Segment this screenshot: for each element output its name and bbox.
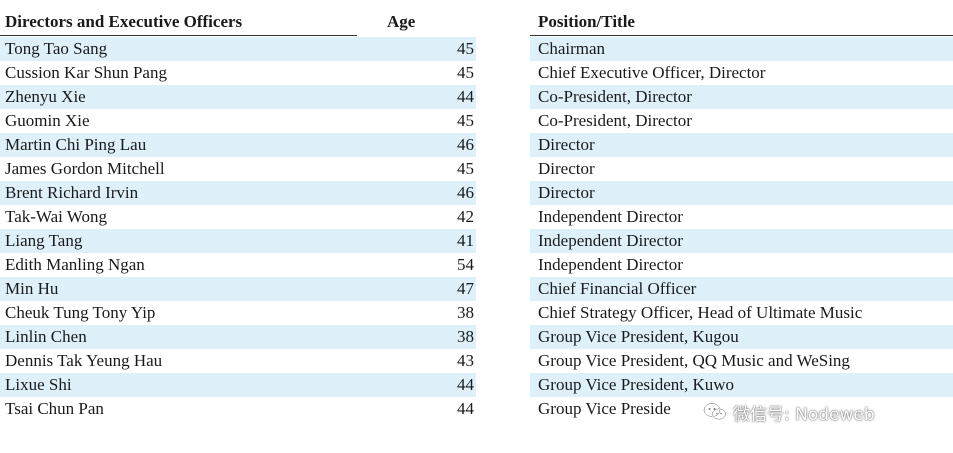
cell-age: 38 [457,327,474,346]
table-row: Dennis Tak Yeung Hau 43 Group Vice Preside… [0,349,953,373]
cell-position: Director [538,183,595,202]
cell-name: Edith Manling Ngan [5,255,145,274]
cell-position: Co-President, Director [538,87,692,106]
cell-position: Group Vice President, QQ Music and WeSin… [538,351,850,370]
cell-position: Director [538,135,595,154]
table-row: Lixue Shi 44 Group Vice President, Kuwo [0,373,953,397]
header-name: Directors and Executive Officers [5,12,243,31]
table-row: Cheuk Tung Tony Yip 38 Chief Strategy Offi… [0,301,953,325]
cell-age: 42 [457,207,474,226]
cell-age: 38 [457,303,474,322]
directors-table: Directors and Executive Officers Age Pos… [0,10,953,421]
cell-name: Min Hu [5,279,59,298]
row-shade-right [530,181,953,205]
cell-name: Lixue Shi [5,375,72,394]
cell-position: Independent Director [538,231,683,250]
cell-age: 43 [457,351,474,370]
cell-age: 46 [457,135,474,154]
header-position: Position/Title [538,12,635,31]
row-shade-left [0,37,476,61]
table-row: Brent Richard Irvin 46 Director [0,181,953,205]
row-shade-right [530,277,953,301]
header-rule-left [0,35,357,36]
cell-age: 44 [457,87,474,106]
cell-age: 45 [457,111,474,130]
cell-name: Cheuk Tung Tony Yip [5,303,156,322]
cell-age: 41 [457,231,474,250]
row-shade-right [530,229,953,253]
row-shade-right [530,133,953,157]
row-shade-left [0,181,476,205]
table-row: Edith Manling Ngan 54 Independent Director [0,253,953,277]
row-shade-right [530,373,953,397]
cell-name: Martin Chi Ping Lau [5,135,147,154]
cell-age: 45 [457,63,474,82]
cell-name: Linlin Chen [5,327,87,346]
table-header: Directors and Executive Officers Age Pos… [0,10,953,37]
cell-position: Chief Strategy Officer, Head of Ultimate… [538,303,863,322]
row-shade-right [530,85,953,109]
table-row: Tak-Wai Wong 42 Independent Director [0,205,953,229]
table-row: James Gordon Mitchell 45 Director [0,157,953,181]
cell-position: Group Vice President, Kugou [538,327,739,346]
cell-position: Co-President, Director [538,111,692,130]
cell-name: Tsai Chun Pan [5,399,104,418]
table-row: Tong Tao Sang 45 Chairman [0,37,953,61]
table-row: Zhenyu Xie 44 Co-President, Director [0,85,953,109]
cell-name: Guomin Xie [5,111,90,130]
cell-age: 46 [457,183,474,202]
cell-age: 45 [457,39,474,58]
table-row: Min Hu 47 Chief Financial Officer [0,277,953,301]
row-shade-left [0,229,476,253]
table-row: Guomin Xie 45 Co-President, Director [0,109,953,133]
cell-position: Chairman [538,39,606,58]
cell-position: Chief Financial Officer [538,279,697,298]
row-shade-left [0,133,476,157]
cell-position: Group Vice President, Kuwo [538,375,735,394]
cell-position: Director [538,159,595,178]
row-shade-right [530,37,953,61]
watermark: 微信号: Nodeweb [703,398,875,426]
cell-name: Tak-Wai Wong [5,207,107,226]
table-row: Martin Chi Ping Lau 46 Director [0,133,953,157]
row-shade-left [0,325,476,349]
header-age: Age [387,12,416,31]
cell-name: Brent Richard Irvin [5,183,139,202]
cell-name: Zhenyu Xie [5,87,86,106]
cell-position: Chief Executive Officer, Director [538,63,766,82]
watermark-text: 微信号: Nodeweb [733,404,875,425]
cell-position: Independent Director [538,207,683,226]
row-shade-left [0,277,476,301]
row-shade-left [0,85,476,109]
header-rule-right [530,35,953,36]
cell-age: 44 [457,375,474,394]
cell-age: 45 [457,159,474,178]
wechat-logo-icon [703,401,727,423]
table-row: Tsai Chun Pan 44 Group Vice Preside [0,397,953,421]
cell-name: James Gordon Mitchell [5,159,165,178]
cell-age: 54 [457,255,474,274]
cell-position: Independent Director [538,255,683,274]
cell-age: 47 [457,279,474,298]
cell-name: Tong Tao Sang [5,39,108,58]
table-row: Linlin Chen 38 Group Vice President, Kugou [0,325,953,349]
row-shade-right [530,325,953,349]
cell-age: 44 [457,399,474,418]
row-shade-left [0,373,476,397]
cell-name: Liang Tang [5,231,83,250]
cell-name: Dennis Tak Yeung Hau [5,351,163,370]
cell-position: Group Vice Preside [538,399,671,418]
cell-name: Cussion Kar Shun Pang [5,63,167,82]
table-body: Tong Tao Sang 45 Chairman Cussion Kar Shun … [0,37,953,421]
table-row: Cussion Kar Shun Pang 45 Chief Executive O… [0,61,953,85]
table-row: Liang Tang 41 Independent Director [0,229,953,253]
